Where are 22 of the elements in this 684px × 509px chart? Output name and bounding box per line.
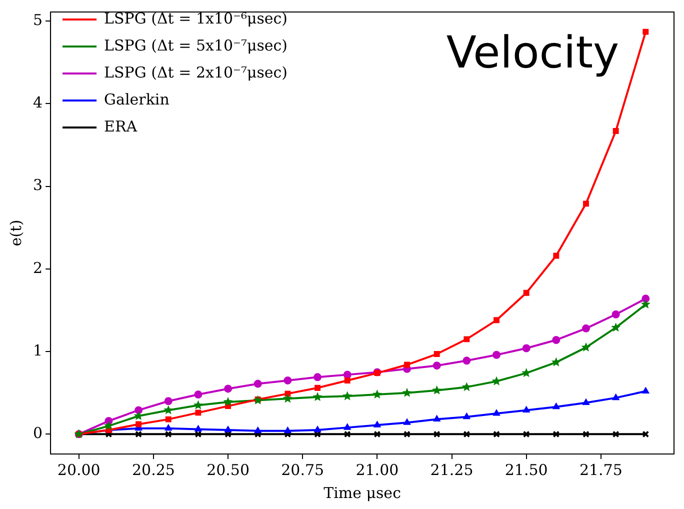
x-tick-label: 20.00 xyxy=(57,460,100,479)
y-tick-label: 2 xyxy=(32,258,43,277)
legend-label: LSPG (Δt = 1x10⁻⁶μsec) xyxy=(104,9,288,28)
x-tick-label: 21.25 xyxy=(430,460,474,479)
legend-label: Galerkin xyxy=(104,90,170,108)
annotation: Velocity xyxy=(446,27,619,78)
y-axis-title: e(t) xyxy=(6,220,25,246)
x-axis-title: Time μsec xyxy=(324,484,401,502)
y-tick-label: 5 xyxy=(32,10,43,29)
x-tick-label: 20.50 xyxy=(206,460,250,479)
legend-label: LSPG (Δt = 2x10⁻⁷μsec) xyxy=(104,63,288,82)
x-tick-label: 21.75 xyxy=(579,460,622,479)
y-tick-label: 4 xyxy=(32,94,43,112)
legend-label: LSPG (Δt = 5x10⁻⁷μsec) xyxy=(104,36,288,54)
x-tick-label: 21.50 xyxy=(504,460,548,479)
x-tick-label: 21.00 xyxy=(356,460,399,479)
x-tick-label: 20.25 xyxy=(132,460,175,479)
y-tick-label: 1 xyxy=(32,341,43,360)
legend-label: ERA xyxy=(104,117,138,136)
x-tick-label: 20.75 xyxy=(281,460,324,479)
y-tick-label: 3 xyxy=(32,176,43,194)
y-tick-label: 0 xyxy=(32,424,43,442)
